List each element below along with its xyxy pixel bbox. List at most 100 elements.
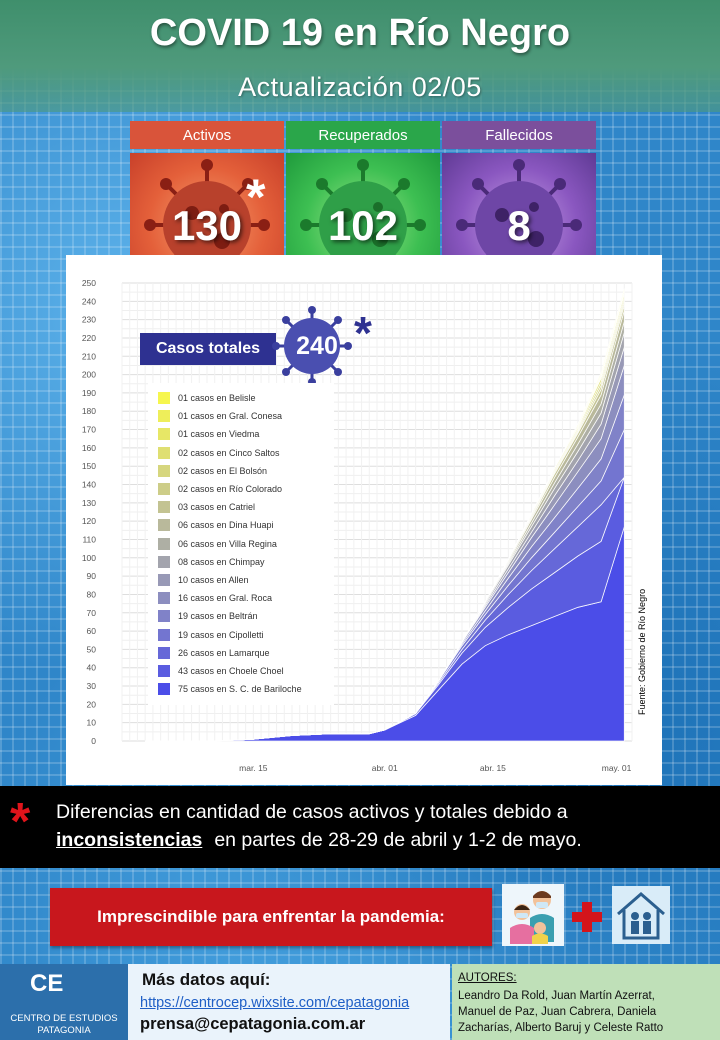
y-tick-label: 140 — [82, 480, 96, 490]
authors-line-3: Zacharías, Alberto Baruj y Celeste Ratto — [458, 1022, 664, 1034]
legend-swatch — [158, 574, 170, 586]
y-tick-label: 220 — [82, 333, 96, 343]
y-tick-label: 30 — [87, 681, 97, 691]
y-tick-label: 170 — [82, 425, 96, 435]
y-tick-label: 70 — [87, 608, 97, 618]
legend-label: 16 casos en Gral. Roca — [178, 593, 273, 604]
y-tick-label: 200 — [82, 370, 96, 380]
pandemic-callout: Imprescindible para enfrentar la pandemi… — [50, 888, 492, 946]
asterisk-mark: * — [246, 169, 266, 225]
contact-email[interactable]: prensa@cepatagonia.com.ar — [140, 1015, 366, 1033]
legend-label: 43 casos en Choele Choel — [178, 666, 284, 676]
y-tick-label: 10 — [87, 718, 97, 728]
y-tick-label: 160 — [82, 443, 96, 453]
y-tick-label: 240 — [82, 296, 96, 306]
legend-swatch — [158, 683, 170, 696]
legend-swatch — [158, 628, 170, 641]
legend-label: 01 casos en Gral. Conesa — [178, 411, 283, 422]
authors-line-2: Manuel de Paz, Juan Cabrera, Daniela — [458, 1006, 657, 1018]
legend-item: 19 casos en Cipolletti — [158, 626, 264, 644]
legend-item: 02 casos en El Bolsón — [158, 462, 267, 480]
note-line-2: inconsistencias en partes de 28-29 de abr… — [56, 829, 582, 852]
legend-item: 06 casos en Dina Huapi — [158, 516, 274, 534]
y-tick-label: 150 — [82, 461, 96, 471]
cep-logo — [0, 964, 128, 1040]
x-tick-label: abr. 01 — [372, 763, 398, 773]
legend-swatch — [158, 464, 170, 477]
legend-label: 01 casos en Viedma — [178, 429, 260, 440]
y-tick-label: 0 — [91, 736, 96, 746]
stay-home-icon — [612, 886, 670, 944]
legend-swatch — [158, 555, 170, 568]
legend-item: 02 casos en Río Colorado — [158, 480, 282, 498]
authors-title: AUTORES: — [458, 972, 517, 984]
y-tick-label: 210 — [82, 351, 96, 361]
authors-panel — [452, 964, 720, 1040]
total-cases-value: 240 — [296, 332, 338, 360]
legend-item: 43 casos en Choele Choel — [158, 662, 284, 680]
website-link[interactable]: https://centrocep.wixsite.com/cepatagoni… — [140, 995, 410, 1011]
y-tick-label: 50 — [87, 644, 97, 654]
note-emphasis: inconsistencias — [56, 829, 203, 851]
legend-swatch — [158, 537, 170, 550]
stat-label-activos: Activos — [130, 121, 284, 149]
legend-label: 75 casos en S. C. de Bariloche — [178, 684, 302, 695]
legend-swatch — [158, 392, 170, 404]
legend-label: 02 casos en Río Colorado — [178, 484, 283, 494]
y-tick-label: 20 — [87, 699, 97, 709]
legend-swatch — [158, 501, 170, 514]
legend-item: 10 casos en Allen — [158, 571, 249, 589]
y-tick-label: 40 — [87, 663, 97, 673]
y-tick-label: 110 — [82, 534, 96, 544]
legend-item: 03 casos en Catriel — [158, 498, 255, 516]
legend-swatch — [158, 519, 170, 532]
source-credit: Fuente: Gobierno de Río Negro — [637, 588, 647, 715]
legend-swatch — [158, 483, 170, 495]
authors-line-1: Leandro Da Rold, Juan Martín Azerrat, — [458, 990, 655, 1002]
stat-value-fallecidos: 8 — [507, 201, 531, 249]
y-tick-label: 230 — [82, 315, 96, 325]
x-tick-label: mar. 15 — [239, 763, 268, 773]
cep-logo-text: CENTRO DE ESTUDIOS — [10, 1013, 118, 1024]
family-mask-icon — [502, 884, 564, 946]
legend-label: 08 casos en Chimpay — [178, 556, 265, 567]
legend-item: 16 casos en Gral. Roca — [158, 589, 272, 607]
legend-item: 01 casos en Viedma — [158, 425, 259, 443]
page-title: COVID 19 en Río Negro — [149, 12, 571, 54]
legend-label: 10 casos en Allen — [178, 575, 249, 585]
legend-item: 01 casos en Gral. Conesa — [158, 407, 282, 425]
note-band — [0, 786, 720, 868]
stat-value-activos: 130 — [171, 201, 243, 249]
note-rest: en partes de 28-29 de abril y 1-2 de may… — [214, 829, 582, 851]
plus-icon — [572, 902, 602, 932]
y-tick-label: 90 — [87, 571, 97, 581]
stat-value-recuperados: 102 — [327, 201, 399, 249]
legend-label: 26 casos en Lamarque — [178, 647, 270, 658]
asterisk-mark-total: * — [354, 307, 372, 359]
legend-swatch — [158, 610, 170, 623]
series-area — [145, 288, 625, 742]
stat-label-fallecidos: Fallecidos — [442, 121, 596, 149]
note-asterisk: * — [10, 793, 31, 851]
cep-logo-text-2: PATAGONIA — [37, 1025, 91, 1036]
legend-label: 02 casos en Cinco Saltos — [178, 447, 280, 458]
legend-label: 06 casos en Dina Huapi — [178, 520, 274, 531]
x-tick-label: abr. 15 — [480, 763, 506, 773]
x-tick-label: may. 01 — [602, 763, 632, 773]
header-band — [0, 0, 720, 112]
legend-item: 06 casos en Villa Regina — [158, 535, 277, 553]
legend-label: 19 casos en Cipolletti — [178, 629, 264, 640]
legend-item: 02 casos en Cinco Saltos — [158, 444, 280, 462]
legend-swatch — [158, 446, 170, 459]
more-data-title: Más datos aquí: — [142, 970, 271, 989]
legend-label: 02 casos en El Bolsón — [178, 465, 268, 476]
cep-logo-mark: CE — [30, 970, 64, 997]
y-tick-label: 130 — [82, 498, 96, 508]
legend-swatch — [158, 646, 170, 659]
legend-label: 19 casos en Beltrán — [178, 611, 258, 622]
legend-swatch — [158, 592, 170, 605]
more-data-panel — [128, 964, 450, 1040]
legend-item: 26 casos en Lamarque — [158, 644, 270, 662]
legend-label: 03 casos en Catriel — [178, 502, 256, 513]
legend-item: 01 casos en Belisle — [158, 389, 256, 407]
